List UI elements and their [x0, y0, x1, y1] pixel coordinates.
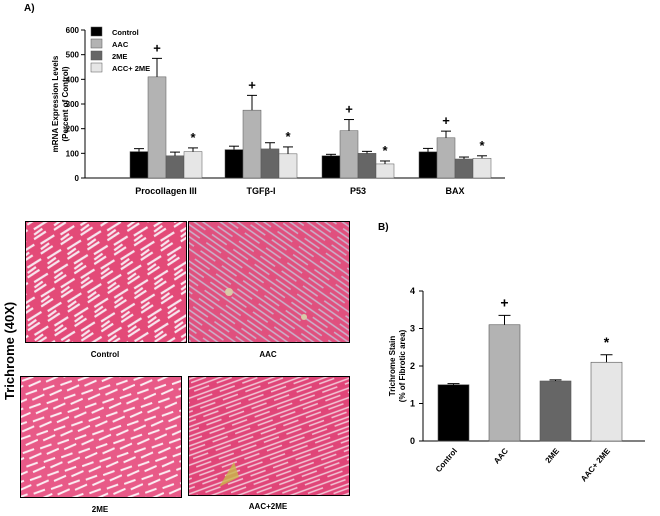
legend-label-3: ACC+ 2ME: [112, 64, 150, 73]
y-tick-label-3: 300: [66, 100, 80, 109]
x-category-label-3: AAC+ 2ME: [579, 446, 612, 483]
bar-acc-2me-3: [472, 158, 492, 179]
significance-mark-4: +: [345, 102, 353, 117]
y-axis-title: Trichrome Stain(% of Fibrotic area): [388, 329, 407, 402]
bar-control-3: [418, 151, 438, 179]
y-tick-label-0: 0: [410, 436, 415, 446]
significance-mark-2: +: [248, 77, 256, 92]
legend-swatch-3: [90, 62, 103, 73]
caption-aac-2me: AAC+2ME: [248, 502, 288, 511]
bar-acc-2me-0: [183, 151, 203, 179]
bar-control: [437, 384, 470, 442]
bar-2me-2: [357, 153, 377, 179]
x-category-label-2: 2ME: [544, 446, 562, 465]
y-tick-label-4: 4: [410, 286, 415, 296]
bar-acc-2me-2: [375, 163, 395, 179]
bar-aac: [488, 324, 521, 442]
y-tick-label-1: 100: [66, 149, 80, 158]
trichrome-row-label: Trichrome (40X): [2, 301, 17, 400]
x-category-label-1: AAC: [492, 446, 510, 465]
bar-control-0: [129, 151, 149, 179]
bar-aac-1: [242, 109, 262, 179]
panel-b-label: B): [378, 222, 389, 233]
significance-mark-0: +: [153, 40, 161, 55]
legend-label-1: AAC: [112, 40, 129, 49]
significance-mark-1: *: [190, 130, 196, 145]
legend-swatch-1: [90, 38, 103, 49]
bar-aac-2: [339, 130, 359, 179]
y-tick-label-2: 2: [410, 361, 415, 371]
legend-label-2: 2ME: [112, 52, 127, 61]
legend-label-0: Control: [112, 28, 139, 37]
legend-swatch-0: [90, 26, 103, 37]
panel-a-label: A): [24, 3, 35, 14]
y-axis-title-line-0: mRNA Expression Levels: [51, 55, 60, 152]
y-axis-title-line-0: Trichrome Stain: [388, 336, 397, 397]
y-tick-label-6: 600: [66, 26, 80, 35]
bar-2me-1: [260, 148, 280, 179]
significance-mark-0: +: [500, 294, 508, 310]
caption-aac: AAC: [259, 350, 277, 359]
bar-2me: [539, 380, 572, 442]
bar-control-2: [321, 155, 341, 179]
significance-mark-5: *: [382, 143, 388, 158]
significance-mark-6: +: [442, 113, 450, 128]
legend-swatch-2: [90, 50, 103, 61]
significance-mark-7: *: [479, 138, 485, 153]
bar-aac-0: [147, 76, 167, 179]
x-category-label-0: Control: [434, 447, 459, 475]
x-category-label-0: Procollagen III: [135, 186, 197, 196]
x-category-label-1: TGFβ-I: [247, 186, 276, 196]
micrograph-control-image: [26, 222, 186, 342]
micrograph-aac-2me-image: [189, 377, 349, 495]
caption-2me: 2ME: [91, 505, 109, 514]
x-category-label-3: BAX: [445, 186, 464, 196]
bar-acc-2me-1: [278, 153, 298, 179]
bar-aac-2me: [590, 361, 623, 442]
micrograph-aac: [188, 221, 350, 343]
mrna-expression-chart: 0 100 200 300 400 500 600 mRNA Expression Level…: [51, 26, 505, 196]
y-tick-label-5: 500: [66, 51, 80, 60]
bar-aac-3: [436, 137, 456, 179]
significance-mark-1: *: [604, 334, 610, 350]
micrograph-control: [25, 221, 187, 343]
y-tick-label-0: 0: [75, 174, 80, 183]
bar-2me-0: [165, 155, 185, 179]
y-tick-label-1: 1: [410, 399, 415, 409]
y-axis-title: mRNA Expression Levels(Percent of Contro…: [51, 55, 70, 152]
y-tick-label-2: 200: [66, 125, 80, 134]
micrograph-aac-2me: [188, 376, 350, 496]
y-tick-label-4: 400: [66, 75, 80, 84]
significance-mark-3: *: [285, 129, 291, 144]
micrograph-aac-image: [189, 222, 349, 342]
micrograph-2me-image: [21, 377, 181, 497]
caption-control: Control: [90, 350, 120, 359]
y-axis-title-line-1: (Percent of Control): [61, 66, 70, 141]
y-tick-label-3: 3: [410, 324, 415, 334]
bar-2me-3: [454, 158, 474, 179]
bar-control-1: [224, 149, 244, 179]
x-category-label-2: P53: [350, 186, 366, 196]
micrograph-2me: [20, 376, 182, 498]
trichrome-stain-chart: 0 1 2 3 4 Trichrome Stain(% of Fibrotic area)…: [388, 286, 645, 483]
y-axis-title-line-1: (% of Fibrotic area): [398, 329, 407, 402]
